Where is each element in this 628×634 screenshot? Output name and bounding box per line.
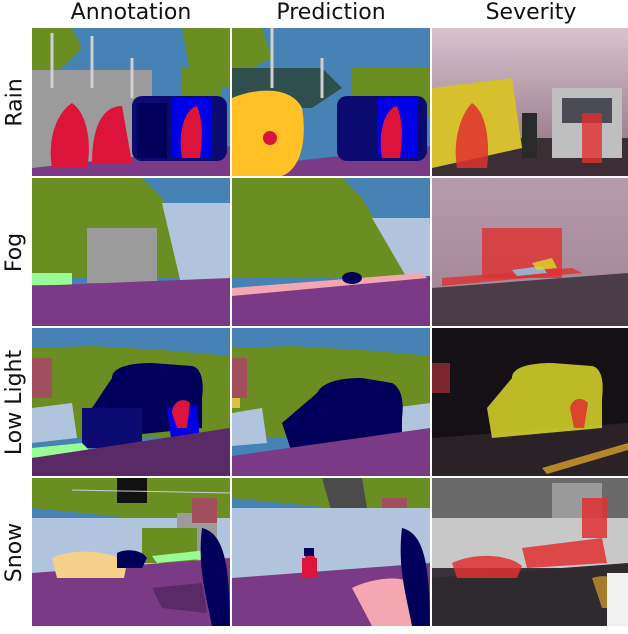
- tile-snow-severity: [432, 478, 628, 626]
- row-label-fog: Fog: [0, 178, 30, 326]
- row-label-snow: Snow: [0, 478, 30, 626]
- tile-rain-prediction: [232, 28, 430, 176]
- row-label-rain: Rain: [0, 28, 30, 176]
- column-header-prediction: Prediction: [276, 0, 386, 25]
- tile-lowlight-annotation: [32, 328, 230, 476]
- tile-fog-prediction: [232, 178, 430, 326]
- tile-fog-severity: [432, 178, 628, 326]
- row-label-text: Fog: [2, 232, 28, 272]
- tile-snow-prediction: [232, 478, 430, 626]
- tile-rain-annotation: [32, 28, 230, 176]
- row-label-low-light: Low Light: [0, 328, 30, 476]
- tile-lowlight-prediction: [232, 328, 430, 476]
- row-label-text: Snow: [2, 522, 28, 582]
- row-label-text: Low Light: [2, 349, 28, 455]
- column-header-severity: Severity: [485, 0, 577, 25]
- tile-rain-severity: [432, 28, 628, 176]
- row-label-text: Rain: [2, 77, 28, 127]
- tile-snow-annotation: [32, 478, 230, 626]
- tile-fog-annotation: [32, 178, 230, 326]
- tile-lowlight-severity: [432, 328, 628, 476]
- column-header-annotation: Annotation: [70, 0, 192, 25]
